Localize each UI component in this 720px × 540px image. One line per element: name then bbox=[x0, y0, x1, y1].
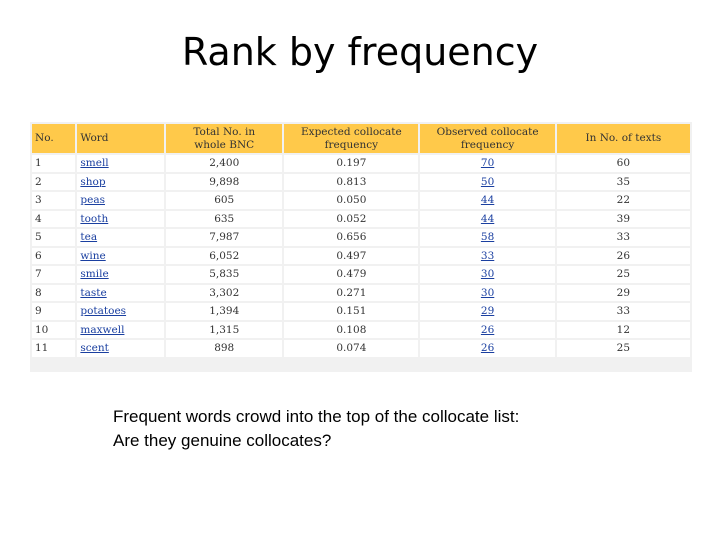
header-texts: In No. of texts bbox=[556, 124, 690, 153]
header-observed-line2: frequency bbox=[460, 138, 515, 151]
cell-texts: 35 bbox=[556, 173, 690, 190]
cell-total: 605 bbox=[166, 192, 283, 209]
word-link[interactable]: scent bbox=[77, 340, 165, 357]
cell-expected: 0.074 bbox=[284, 340, 419, 357]
collocate-table-container: No. Word Total No. in whole BNC Expected… bbox=[30, 122, 692, 372]
header-expected-line1: Expected collocate bbox=[301, 125, 402, 138]
header-total-line2: whole BNC bbox=[194, 138, 255, 151]
cell-expected: 0.656 bbox=[284, 229, 419, 246]
caption-line-1: Frequent words crowd into the top of the… bbox=[113, 407, 520, 426]
word-link[interactable]: tooth bbox=[77, 210, 165, 227]
cell-texts: 33 bbox=[556, 229, 690, 246]
observed-link[interactable]: 44 bbox=[420, 210, 555, 227]
cell-total: 6,052 bbox=[166, 247, 283, 264]
cell-no: 1 bbox=[32, 155, 76, 172]
cell-total: 2,400 bbox=[166, 155, 283, 172]
word-link[interactable]: shop bbox=[77, 173, 165, 190]
observed-link[interactable]: 26 bbox=[420, 340, 555, 357]
table-row: 4 tooth 635 0.052 44 39 bbox=[32, 210, 690, 227]
table-row: 9 potatoes 1,394 0.151 29 33 bbox=[32, 303, 690, 320]
cell-expected: 0.050 bbox=[284, 192, 419, 209]
cell-total: 898 bbox=[166, 340, 283, 357]
cell-no: 11 bbox=[32, 340, 76, 357]
cell-total: 1,315 bbox=[166, 321, 283, 338]
cell-no: 7 bbox=[32, 266, 76, 283]
caption: Frequent words crowd into the top of the… bbox=[113, 405, 519, 453]
word-link[interactable]: peas bbox=[77, 192, 165, 209]
cell-texts: 26 bbox=[556, 247, 690, 264]
cell-texts: 60 bbox=[556, 155, 690, 172]
word-link[interactable]: potatoes bbox=[77, 303, 165, 320]
cell-texts: 39 bbox=[556, 210, 690, 227]
header-expected-line2: frequency bbox=[324, 138, 379, 151]
observed-link[interactable]: 44 bbox=[420, 192, 555, 209]
cell-total: 1,394 bbox=[166, 303, 283, 320]
word-link[interactable]: maxwell bbox=[77, 321, 165, 338]
cell-no: 2 bbox=[32, 173, 76, 190]
table-row: 3 peas 605 0.050 44 22 bbox=[32, 192, 690, 209]
cell-expected: 0.052 bbox=[284, 210, 419, 227]
observed-link[interactable]: 30 bbox=[420, 266, 555, 283]
caption-line-2: Are they genuine collocates? bbox=[113, 431, 332, 450]
table-row: 5 tea 7,987 0.656 58 33 bbox=[32, 229, 690, 246]
cell-texts: 29 bbox=[556, 284, 690, 301]
table-row: 1 smell 2,400 0.197 70 60 bbox=[32, 155, 690, 172]
cell-total: 5,835 bbox=[166, 266, 283, 283]
cell-no: 6 bbox=[32, 247, 76, 264]
observed-link[interactable]: 33 bbox=[420, 247, 555, 264]
header-total-line1: Total No. in bbox=[193, 125, 256, 138]
cell-total: 7,987 bbox=[166, 229, 283, 246]
cell-expected: 0.108 bbox=[284, 321, 419, 338]
cell-expected: 0.197 bbox=[284, 155, 419, 172]
cell-texts: 25 bbox=[556, 340, 690, 357]
observed-link[interactable]: 26 bbox=[420, 321, 555, 338]
collocate-table: No. Word Total No. in whole BNC Expected… bbox=[30, 122, 692, 359]
cell-no: 5 bbox=[32, 229, 76, 246]
table-row: 6 wine 6,052 0.497 33 26 bbox=[32, 247, 690, 264]
cell-no: 10 bbox=[32, 321, 76, 338]
word-link[interactable]: wine bbox=[77, 247, 165, 264]
header-no: No. bbox=[32, 124, 76, 153]
cell-no: 3 bbox=[32, 192, 76, 209]
cell-texts: 25 bbox=[556, 266, 690, 283]
cell-no: 4 bbox=[32, 210, 76, 227]
cell-texts: 22 bbox=[556, 192, 690, 209]
table-row: 11 scent 898 0.074 26 25 bbox=[32, 340, 690, 357]
slide-title: Rank by frequency bbox=[181, 30, 539, 74]
cell-total: 9,898 bbox=[166, 173, 283, 190]
observed-link[interactable]: 58 bbox=[420, 229, 555, 246]
word-link[interactable]: smile bbox=[77, 266, 165, 283]
observed-link[interactable]: 50 bbox=[420, 173, 555, 190]
header-word: Word bbox=[77, 124, 165, 153]
cell-no: 8 bbox=[32, 284, 76, 301]
cell-no: 9 bbox=[32, 303, 76, 320]
cell-total: 3,302 bbox=[166, 284, 283, 301]
table-row: 2 shop 9,898 0.813 50 35 bbox=[32, 173, 690, 190]
word-link[interactable]: tea bbox=[77, 229, 165, 246]
table-row: 8 taste 3,302 0.271 30 29 bbox=[32, 284, 690, 301]
cell-texts: 33 bbox=[556, 303, 690, 320]
header-row: No. Word Total No. in whole BNC Expected… bbox=[32, 124, 690, 153]
observed-link[interactable]: 30 bbox=[420, 284, 555, 301]
cell-expected: 0.479 bbox=[284, 266, 419, 283]
header-observed-line1: Observed collocate bbox=[436, 125, 539, 138]
header-total: Total No. in whole BNC bbox=[166, 124, 283, 153]
cell-expected: 0.497 bbox=[284, 247, 419, 264]
cell-texts: 12 bbox=[556, 321, 690, 338]
header-observed: Observed collocate frequency bbox=[420, 124, 555, 153]
cell-expected: 0.813 bbox=[284, 173, 419, 190]
header-expected: Expected collocate frequency bbox=[284, 124, 419, 153]
table-row: 7 smile 5,835 0.479 30 25 bbox=[32, 266, 690, 283]
cell-expected: 0.151 bbox=[284, 303, 419, 320]
observed-link[interactable]: 29 bbox=[420, 303, 555, 320]
word-link[interactable]: smell bbox=[77, 155, 165, 172]
table-row: 10 maxwell 1,315 0.108 26 12 bbox=[32, 321, 690, 338]
observed-link[interactable]: 70 bbox=[420, 155, 555, 172]
word-link[interactable]: taste bbox=[77, 284, 165, 301]
cell-expected: 0.271 bbox=[284, 284, 419, 301]
cell-total: 635 bbox=[166, 210, 283, 227]
